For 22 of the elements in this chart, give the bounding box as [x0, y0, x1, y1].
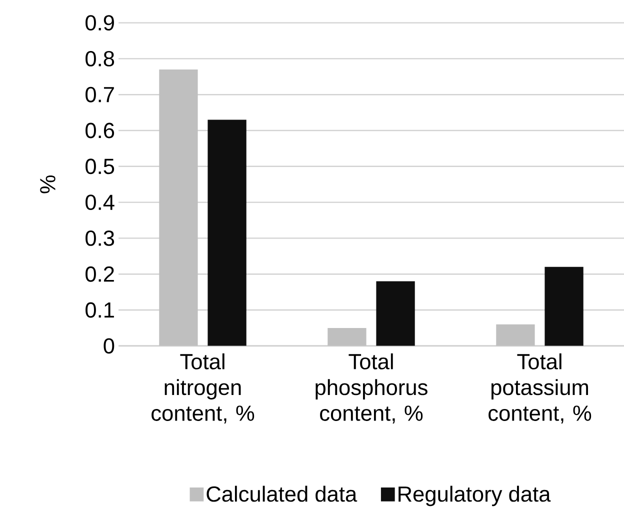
legend-label: Calculated data — [206, 486, 358, 502]
x-tick-label: Total phosphorus content, % — [316, 353, 428, 424]
legend-label: Regulatory data — [398, 486, 551, 506]
bar — [496, 324, 535, 346]
bar — [208, 120, 246, 346]
y-tick-label: 0.3 — [86, 230, 114, 246]
y-tick-label: 0 — [104, 338, 114, 354]
y-tick-label: 0.9 — [86, 14, 114, 30]
bar — [376, 281, 415, 346]
bar — [328, 328, 366, 346]
y-tick-label: 0.2 — [86, 266, 114, 282]
y-tick-label: 0.1 — [86, 302, 114, 318]
bar — [159, 69, 198, 346]
x-tick-label: Total potassium content, % — [488, 353, 592, 424]
y-tick-label: 0.5 — [86, 158, 114, 174]
bar — [544, 266, 584, 346]
y-axis-title: % — [40, 175, 56, 194]
y-tick-label: 0.7 — [86, 86, 114, 102]
y-tick-label: 0.6 — [86, 122, 114, 138]
x-tick-label: Total nitrogen content, % — [152, 353, 254, 424]
y-tick-label: 0.4 — [86, 194, 114, 210]
y-tick-label: 0.8 — [86, 50, 114, 66]
